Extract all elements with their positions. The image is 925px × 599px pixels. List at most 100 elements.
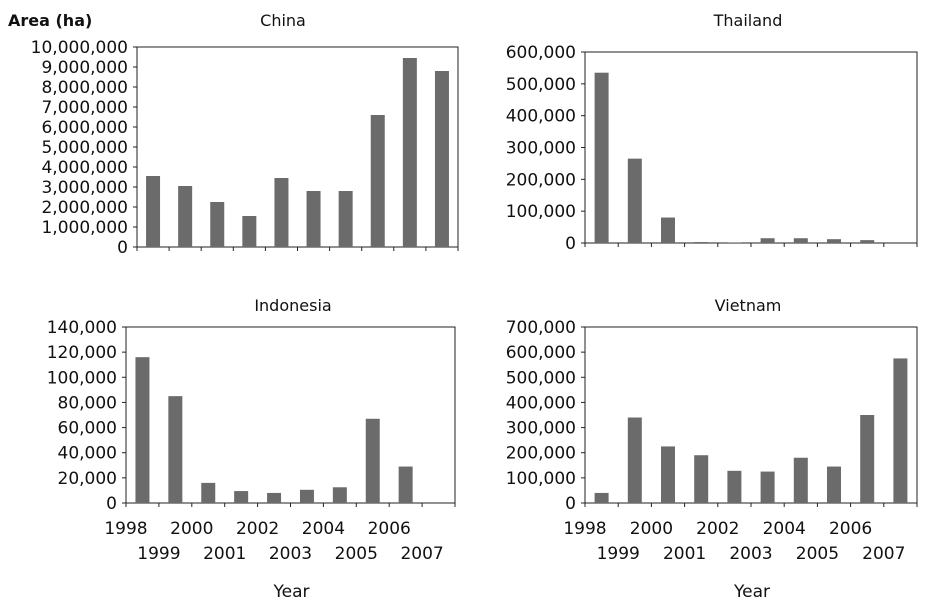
bar-2003 (306, 191, 321, 247)
y-tick-label: 0 (106, 494, 117, 514)
x-tick-label: 2001 (663, 544, 706, 564)
y-tick-label: 20,000 (58, 469, 117, 489)
y-tick-label: 300,000 (506, 139, 576, 159)
y-tick-label: 600,000 (506, 343, 576, 363)
bar-2005 (365, 418, 380, 503)
bar-2001 (242, 216, 257, 247)
bar-2002 (267, 492, 282, 503)
chart-panel-indonesia: Indonesia 0 20,000 40,000 60,000 80,000 100,00… (47, 296, 456, 599)
x-tick-label: 2005 (335, 544, 378, 564)
y-tick-label: 40,000 (58, 444, 117, 464)
bar-2001 (694, 455, 709, 503)
bar-1998 (135, 357, 150, 503)
bar-2007 (434, 71, 449, 247)
bar-2005 (827, 466, 841, 503)
bar-2006 (402, 58, 417, 247)
panel-title: Vietnam (715, 296, 782, 315)
bar-2007 (893, 358, 908, 503)
x-tick-label: 2004 (763, 519, 806, 539)
bar-2001 (234, 491, 249, 503)
y-tick-label: 60,000 (58, 419, 117, 439)
y-tick-label: 6,000,000 (41, 118, 128, 138)
panel-title: Indonesia (254, 296, 331, 315)
y-tick-label: 500,000 (506, 75, 576, 95)
x-tick-label: 2003 (269, 544, 312, 564)
x-tick-label: 1998 (563, 519, 606, 539)
y-tick-label: 10,000,000 (31, 38, 128, 58)
bar-2006 (398, 466, 413, 503)
bar-2002 (274, 178, 289, 247)
bar-1999 (627, 417, 642, 503)
y-tick-label: 2,000,000 (41, 198, 128, 218)
y-tick-label: 400,000 (506, 393, 576, 413)
panel-title: China (260, 11, 306, 30)
x-tick-label: 2000 (170, 519, 213, 539)
bar-2004 (332, 487, 347, 503)
y-tick-label: 140,000 (47, 318, 117, 338)
y-tick-label: 100,000 (506, 202, 576, 222)
x-tick-label: 2006 (829, 519, 872, 539)
y-tick-label: 7,000,000 (41, 98, 128, 118)
y-tick-label: 8,000,000 (41, 78, 128, 98)
bar-1998 (594, 492, 609, 503)
y-tick-label: 5,000,000 (41, 138, 128, 158)
x-tick-label: 1999 (597, 544, 640, 564)
y-tick-label: 1,000,000 (41, 218, 128, 238)
bar-2000 (201, 482, 216, 503)
y-tick-label: 400,000 (506, 107, 576, 127)
y-tick-label: 200,000 (506, 170, 576, 190)
x-axis-label: Year (273, 582, 310, 599)
bar-2004 (338, 191, 353, 247)
bar-2000 (661, 217, 675, 243)
y-tick-label: 4,000,000 (41, 158, 128, 178)
y-tick-label: 0 (565, 234, 576, 254)
bar-1999 (627, 158, 642, 243)
x-tick-label: 2006 (368, 519, 411, 539)
y-tick-label: 80,000 (58, 393, 117, 413)
x-tick-label: 2001 (203, 544, 246, 564)
y-tick-label: 200,000 (506, 444, 576, 464)
chart-panel-thailand: Thailand 0 100,000 200,000 300,000 400,000 500… (506, 11, 918, 254)
y-tick-label: 9,000,000 (41, 58, 128, 78)
x-tick-label: 2004 (302, 519, 345, 539)
bar-1999 (178, 186, 193, 247)
bar-2003 (760, 471, 775, 503)
bar-2006 (860, 415, 875, 503)
bar-2001 (694, 242, 709, 243)
bar-2000 (210, 202, 225, 247)
bar-1999 (168, 396, 183, 503)
y-tick-label: 600,000 (506, 43, 576, 63)
y-tick-label: 100,000 (47, 368, 117, 388)
bar-2002 (727, 470, 742, 503)
bar-2000 (661, 446, 675, 503)
bar-2004 (793, 457, 808, 503)
bar-2005 (827, 239, 841, 243)
bar-1998 (594, 72, 609, 243)
y-tick-label: 500,000 (506, 368, 576, 388)
bar-2005 (370, 115, 385, 247)
x-tick-label: 2002 (236, 519, 279, 539)
y-axis-label: Area (ha) (8, 11, 92, 30)
bar-2003 (760, 238, 775, 243)
y-tick-label: 100,000 (506, 469, 576, 489)
x-tick-label: 1998 (104, 519, 147, 539)
y-tick-label: 700,000 (506, 318, 576, 338)
x-tick-label: 2002 (696, 519, 739, 539)
bar-2003 (299, 489, 314, 503)
y-tick-label: 3,000,000 (41, 178, 128, 198)
y-tick-label: 120,000 (47, 343, 117, 363)
chart-panel-vietnam: Vietnam 0 100,000 200,000 300,000 400,000 500,… (506, 296, 918, 599)
x-tick-label: 2005 (796, 544, 839, 564)
x-axis-label: Year (733, 582, 770, 599)
y-tick-label: 300,000 (506, 419, 576, 439)
x-tick-label: 1999 (137, 544, 180, 564)
x-tick-label: 2003 (729, 544, 772, 564)
x-tick-label: 2007 (862, 544, 905, 564)
bar-2004 (793, 238, 808, 243)
x-tick-label: 2000 (630, 519, 673, 539)
x-tick-label: 2007 (400, 544, 443, 564)
bar-2006 (860, 240, 875, 243)
bar-1998 (146, 176, 161, 247)
y-tick-label: 0 (565, 494, 576, 514)
panel-title: Thailand (713, 11, 783, 30)
